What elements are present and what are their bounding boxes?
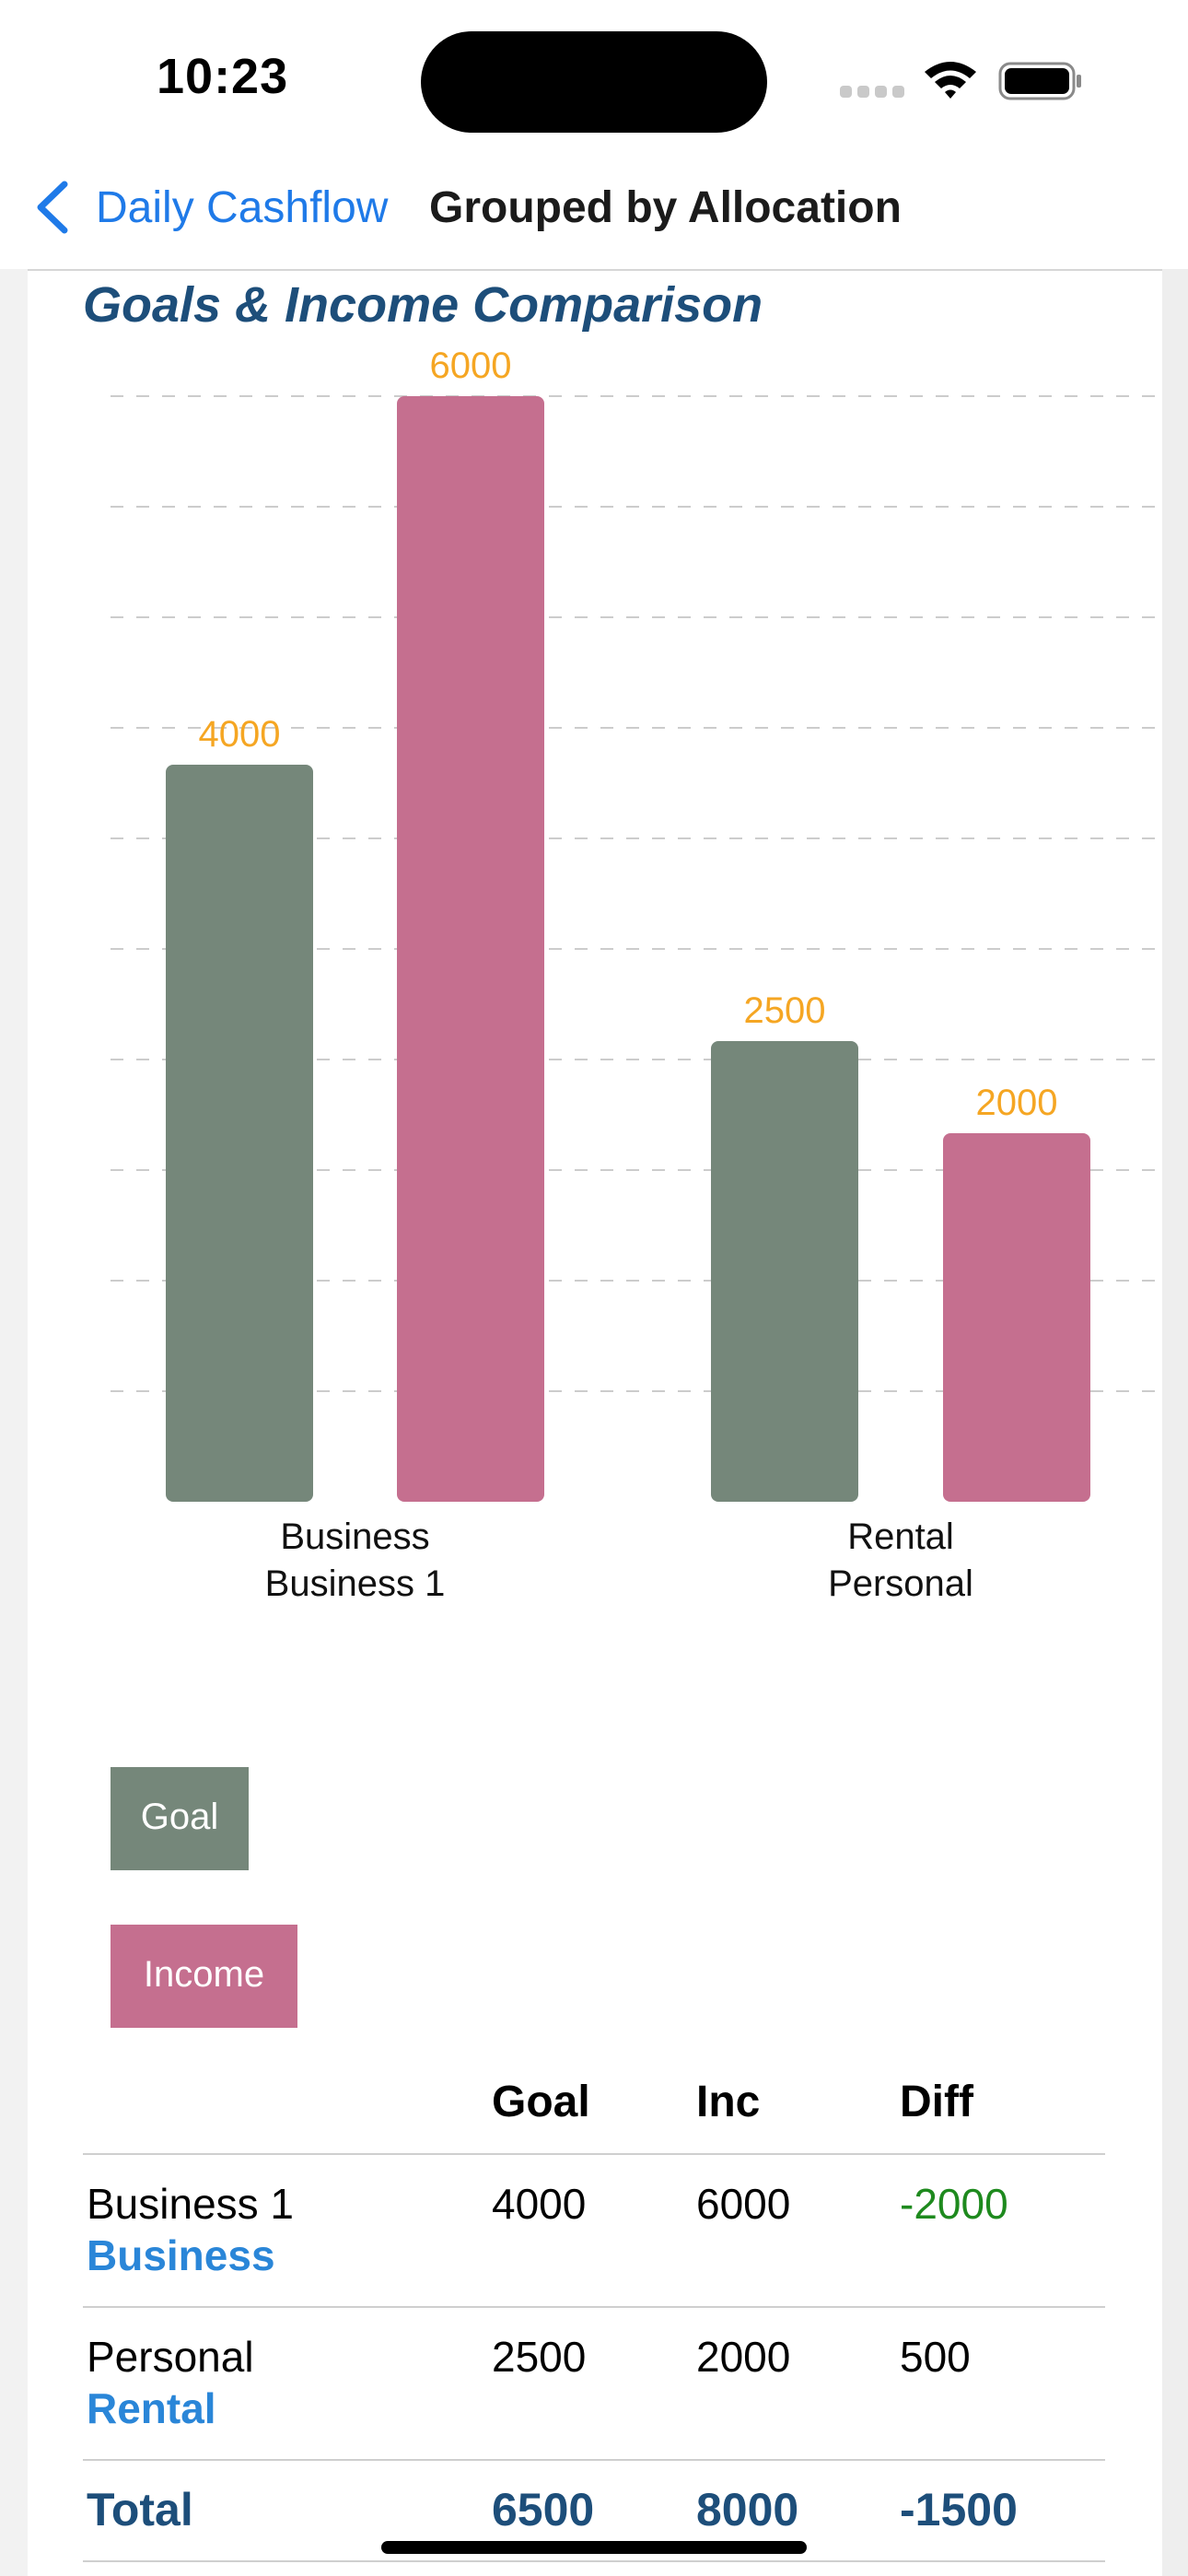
row-category: Rental [87, 2384, 216, 2432]
row-inc: 6000 [696, 2180, 791, 2228]
bar-chart: 4000 6000 Business Business 1 2500 2000 Rental… [111, 345, 1162, 1604]
bar-goal-1 [711, 1041, 858, 1502]
row-diff: 500 [900, 2333, 971, 2381]
dynamic-island [421, 31, 767, 133]
battery-icon [998, 62, 1081, 100]
table-total-row: Total 6500 8000 -1500 [83, 2459, 1105, 2562]
row-diff: -2000 [900, 2180, 1008, 2228]
legend-income: Income [111, 1925, 297, 2028]
back-chevron-icon[interactable] [31, 179, 74, 236]
row-category: Business [87, 2231, 275, 2279]
header-diff: Diff [900, 2078, 973, 2126]
bar-value-label: 6000 [430, 345, 512, 386]
table-row: Personal Rental 2500 2000 500 [83, 2306, 1105, 2460]
left-gutter [0, 269, 28, 2576]
wifi-icon [925, 62, 976, 99]
bar-goal-0 [166, 765, 313, 1502]
row-inc: 2000 [696, 2333, 791, 2381]
right-gutter [1162, 269, 1188, 2576]
header-inc: Inc [696, 2078, 761, 2126]
navigation-bar: Daily Cashflow Grouped by Allocation [0, 157, 1188, 271]
status-time: 10:23 [157, 49, 289, 104]
legend-income-label: Income [143, 1954, 265, 1995]
total-label: Total [87, 2484, 193, 2535]
bar-income-1 [943, 1133, 1090, 1502]
total-goal: 6500 [492, 2484, 595, 2535]
row-name: Personal [87, 2333, 254, 2381]
cellular-signal-icon [840, 86, 906, 99]
back-button[interactable]: Daily Cashflow [96, 183, 389, 232]
row-name: Business 1 [87, 2180, 295, 2228]
home-indicator [381, 2541, 807, 2554]
row-goal: 2500 [492, 2333, 587, 2381]
category-label: Rental [847, 1516, 954, 1557]
bar-value-label: 4000 [199, 714, 281, 755]
table-row: Business 1 Business 4000 6000 -2000 [83, 2153, 1105, 2307]
bar-income-0 [397, 396, 544, 1502]
row-goal: 4000 [492, 2180, 587, 2228]
bar-value-label: 2500 [744, 990, 826, 1031]
category-label: Business [280, 1516, 429, 1557]
chart-title: Goals & Income Comparison [83, 277, 763, 333]
bar-value-label: 2000 [976, 1083, 1058, 1123]
category-label: Personal [828, 1563, 973, 1604]
legend-goal-label: Goal [140, 1797, 219, 1837]
page-title: Grouped by Allocation [429, 183, 902, 232]
header-goal: Goal [492, 2078, 590, 2126]
legend-goal: Goal [111, 1767, 249, 1870]
category-label: Business 1 [265, 1563, 446, 1604]
total-inc: 8000 [696, 2484, 799, 2535]
status-bar: 10:23 [0, 0, 1188, 157]
total-diff: -1500 [900, 2484, 1018, 2535]
